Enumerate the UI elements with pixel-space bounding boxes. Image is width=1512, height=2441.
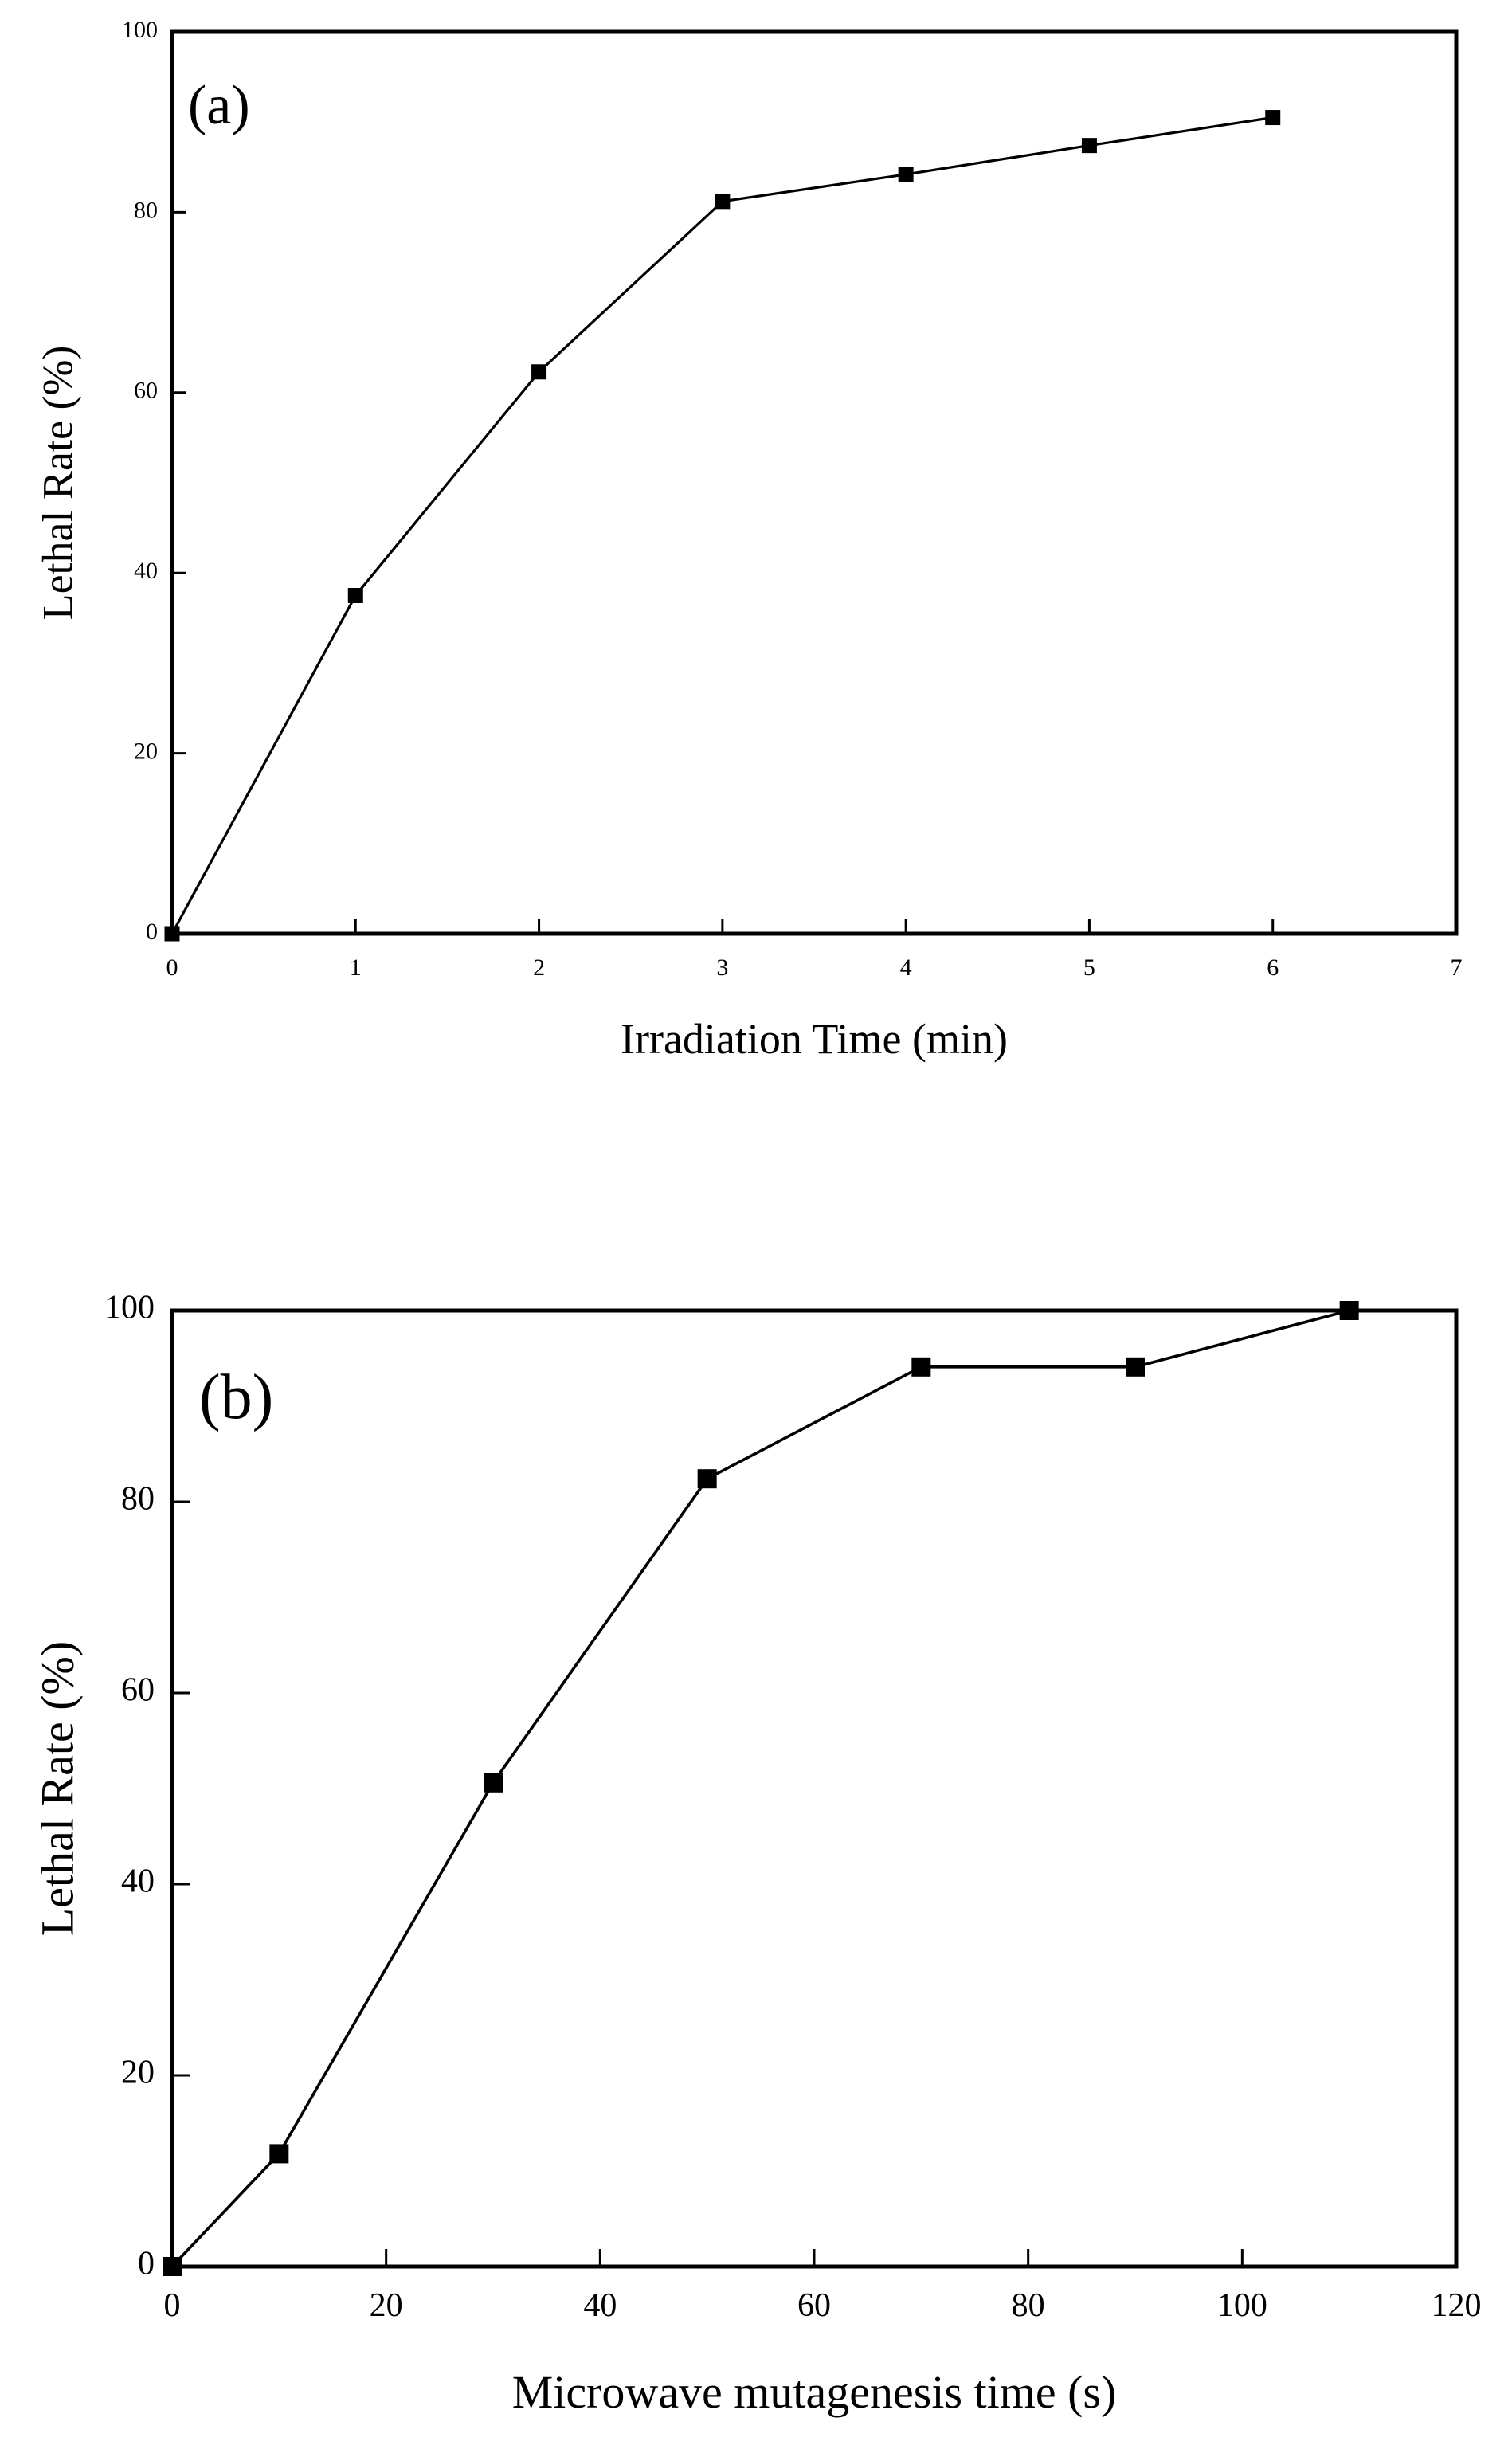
panel-letter: (b) <box>199 1362 273 1432</box>
y-tick-label: 100 <box>104 1290 155 1326</box>
data-point-marker <box>697 1469 717 1489</box>
data-point-marker <box>531 364 547 380</box>
x-tick-label: 20 <box>370 2287 403 2324</box>
x-axis-title: Irradiation Time (min) <box>621 1015 1008 1063</box>
y-tick-label: 20 <box>134 738 158 764</box>
y-axis-title: Lethal Rate (%) <box>31 1641 83 1936</box>
y-tick-label: 80 <box>121 1481 155 1518</box>
x-tick-label: 0 <box>164 2287 181 2324</box>
y-tick-label: 0 <box>138 2246 155 2282</box>
y-tick-label: 60 <box>134 378 158 404</box>
y-tick-label: 80 <box>134 197 158 223</box>
y-tick-label: 100 <box>122 17 158 43</box>
data-point-marker <box>898 167 914 182</box>
data-point-marker <box>911 1357 931 1377</box>
x-tick-label: 2 <box>533 954 545 981</box>
data-point-marker <box>163 2257 182 2276</box>
data-point-marker <box>484 1773 503 1793</box>
y-tick-label: 40 <box>134 558 158 584</box>
x-tick-label: 1 <box>350 954 362 981</box>
y-tick-label: 60 <box>121 1672 155 1709</box>
x-tick-label: 100 <box>1217 2287 1267 2324</box>
chart-panel-a: 0 1 2 3 4 5 6 7 0 20 40 60 80 100 Irradiation Time (mi… <box>33 17 1462 1063</box>
x-tick-label: 3 <box>716 954 728 981</box>
x-tick-label: 80 <box>1012 2287 1045 2324</box>
x-axis-title: Microwave mutagenesis time (s) <box>512 2366 1117 2418</box>
data-point-marker <box>715 194 731 210</box>
x-tick-label: 4 <box>900 954 912 981</box>
x-tick-label: 5 <box>1083 954 1095 981</box>
data-point-marker <box>1126 1357 1145 1377</box>
data-point-marker <box>347 588 363 603</box>
y-axis-title: Lethal Rate (%) <box>33 346 81 621</box>
x-tick-label: 60 <box>797 2287 831 2324</box>
data-point-marker <box>1265 110 1281 126</box>
plot-frame <box>170 29 1459 936</box>
x-tick-label: 0 <box>166 954 178 981</box>
chart-panel-b: 0 20 40 60 80 100 120 0 20 40 60 80 100 Microwave mut… <box>31 1290 1481 2418</box>
x-tick-label: 120 <box>1432 2287 1482 2324</box>
data-point-marker <box>1081 138 1097 154</box>
x-tick-label: 40 <box>583 2287 617 2324</box>
panel-letter: (a) <box>188 75 250 136</box>
x-tick-label: 7 <box>1451 954 1463 981</box>
data-point-marker <box>269 2144 289 2164</box>
y-tick-label: 20 <box>121 2055 155 2091</box>
y-tick-label: 40 <box>121 1863 155 1900</box>
data-point-marker <box>164 926 180 942</box>
x-tick-label: 6 <box>1267 954 1279 981</box>
data-point-marker <box>1339 1301 1359 1320</box>
y-tick-label: 0 <box>146 919 158 945</box>
